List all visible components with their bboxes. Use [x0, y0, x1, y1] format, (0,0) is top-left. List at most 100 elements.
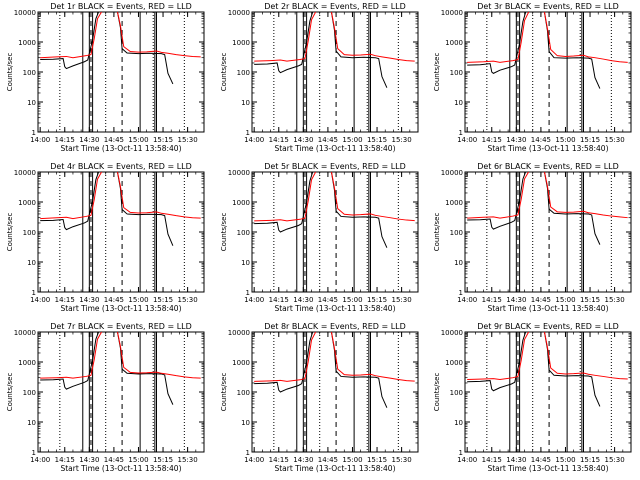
panel-det-7: Det 7r BLACK = Events, RED = LLD 1 10 100 10…: [6, 322, 205, 473]
marker-lines: [59, 172, 185, 292]
y-axis-label: Counts/sec: [433, 53, 441, 92]
series-group: [40, 12, 201, 85]
x-tick-label: 15:00: [342, 136, 362, 144]
panel-det-3: Det 3r BLACK = Events, RED = LLD 1 10 100 10…: [433, 2, 632, 153]
x-tick-label: 15:15: [153, 136, 173, 144]
y-tick-label: 100: [23, 69, 36, 77]
panel-det-8: Det 8r BLACK = Events, RED = LLD 1 10 100 10…: [220, 322, 419, 473]
y-tick-label: 10: [27, 419, 36, 427]
y-axis-label: Counts/sec: [220, 53, 228, 92]
y-axis-label: Counts/sec: [6, 373, 14, 412]
series-lld-line: [254, 332, 415, 382]
y-tick-label: 1: [246, 129, 250, 137]
chart-title: Det 7r BLACK = Events, RED = LLD: [50, 322, 192, 331]
x-axis-label: Start Time (13-Oct-11 13:58:40): [487, 464, 608, 473]
series-lld-line: [254, 12, 415, 62]
x-tick-label: 15:15: [153, 296, 173, 304]
x-tick-label: 15:30: [178, 296, 198, 304]
y-tick-label: 10000: [228, 329, 250, 337]
x-axis-label: Start Time (13-Oct-11 13:58:40): [274, 304, 395, 313]
x-tick-label: 14:30: [79, 296, 99, 304]
y-tick-label: 100: [237, 69, 250, 77]
y-tick-label: 10000: [14, 169, 36, 177]
series-lld-line: [467, 332, 628, 381]
x-axis-label: Start Time (13-Oct-11 13:58:40): [60, 464, 181, 473]
x-tick-label: 14:45: [531, 296, 551, 304]
marker-lines: [59, 12, 185, 132]
x-tick-label: 15:00: [555, 296, 575, 304]
marker-lines: [486, 12, 612, 132]
x-tick-label: 15:15: [153, 456, 173, 464]
series-lld-line: [40, 332, 201, 379]
y-axis-label: Counts/sec: [220, 373, 228, 412]
x-tick-label: 15:00: [555, 456, 575, 464]
x-tick-label: 14:15: [482, 136, 502, 144]
marker-lines: [59, 332, 185, 452]
series-events-line: [254, 172, 388, 248]
y-tick-label: 1000: [18, 39, 36, 47]
series-events-line: [40, 332, 174, 405]
panel-det-4: Det 4r BLACK = Events, RED = LLD 1 10 100 10…: [6, 162, 205, 313]
x-tick-label: 15:15: [367, 136, 387, 144]
x-tick-label: 15:00: [555, 136, 575, 144]
x-tick-label: 14:30: [506, 296, 526, 304]
series-events-line: [467, 332, 601, 407]
y-tick-label: 10000: [228, 169, 250, 177]
x-tick-label: 14:15: [55, 296, 75, 304]
x-tick-label: 14:45: [104, 296, 124, 304]
panel-det-1: Det 1r BLACK = Events, RED = LLD 1 10 100 10…: [6, 2, 205, 153]
x-tick-label: 14:00: [30, 456, 50, 464]
y-tick-label: 10000: [14, 329, 36, 337]
x-tick-label: 14:00: [244, 456, 264, 464]
chart-title: Det 9r BLACK = Events, RED = LLD: [477, 322, 619, 331]
series-events-line: [467, 172, 601, 245]
y-tick-label: 100: [450, 69, 463, 77]
x-tick-label: 15:00: [128, 136, 148, 144]
x-tick-label: 14:45: [104, 456, 124, 464]
series-lld-line: [40, 12, 201, 59]
x-tick-label: 14:45: [104, 136, 124, 144]
x-axis-label: Start Time (13-Oct-11 13:58:40): [274, 144, 395, 153]
x-tick-label: 14:15: [269, 456, 289, 464]
chart-title: Det 4r BLACK = Events, RED = LLD: [50, 162, 192, 171]
y-tick-label: 1: [246, 289, 250, 297]
y-tick-label: 10: [27, 99, 36, 107]
chart-title: Det 8r BLACK = Events, RED = LLD: [264, 322, 406, 331]
x-tick-label: 14:00: [244, 296, 264, 304]
x-tick-label: 15:15: [580, 456, 600, 464]
x-tick-label: 14:30: [293, 296, 313, 304]
x-tick-label: 14:45: [531, 456, 551, 464]
y-tick-label: 10000: [14, 9, 36, 17]
x-tick-label: 15:30: [392, 136, 412, 144]
x-tick-label: 14:30: [293, 456, 313, 464]
x-tick-label: 14:15: [482, 456, 502, 464]
x-tick-label: 14:30: [506, 136, 526, 144]
x-tick-label: 15:15: [580, 296, 600, 304]
series-lld-line: [254, 172, 415, 222]
series-lld-line: [40, 172, 201, 220]
y-tick-label: 100: [450, 389, 463, 397]
y-tick-label: 1000: [445, 199, 463, 207]
x-tick-label: 14:15: [269, 296, 289, 304]
x-tick-label: 14:00: [457, 296, 477, 304]
y-tick-label: 10: [241, 259, 250, 267]
x-tick-label: 14:00: [244, 136, 264, 144]
y-tick-label: 1000: [232, 359, 250, 367]
marker-lines: [273, 332, 399, 452]
x-tick-label: 15:30: [605, 136, 625, 144]
series-events-line: [254, 12, 388, 88]
y-tick-label: 10: [241, 99, 250, 107]
y-tick-label: 1: [246, 449, 250, 457]
y-tick-label: 1000: [18, 199, 36, 207]
x-tick-label: 14:15: [55, 456, 75, 464]
x-tick-label: 15:15: [367, 296, 387, 304]
x-tick-label: 15:00: [128, 456, 148, 464]
x-tick-label: 14:15: [482, 296, 502, 304]
y-tick-label: 1000: [232, 199, 250, 207]
x-axis-label: Start Time (13-Oct-11 13:58:40): [60, 304, 181, 313]
y-tick-label: 10: [454, 419, 463, 427]
y-tick-label: 1: [459, 129, 463, 137]
panel-det-2: Det 2r BLACK = Events, RED = LLD 1 10 100 10…: [220, 2, 419, 153]
x-tick-label: 15:15: [367, 456, 387, 464]
x-tick-label: 14:30: [293, 136, 313, 144]
